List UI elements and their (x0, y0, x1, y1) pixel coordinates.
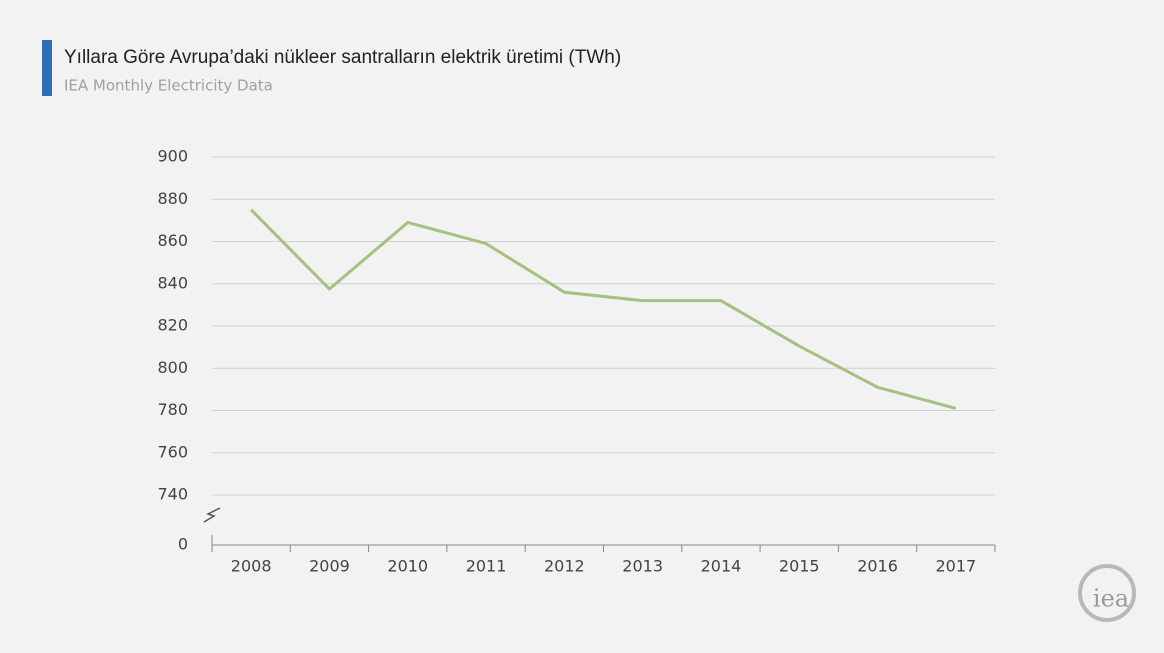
x-tick-label: 2011 (466, 557, 507, 576)
y-tick-label: 0 (178, 535, 188, 554)
y-tick-label: 780 (157, 400, 188, 419)
y-tick-label: 880 (157, 189, 188, 208)
logo-ring (1078, 564, 1136, 622)
y-tick-label: 740 (157, 485, 188, 504)
x-tick-label: 2015 (779, 557, 820, 576)
x-tick-label: 2010 (387, 557, 428, 576)
logo: iea (1093, 585, 1129, 613)
title-accent (42, 40, 52, 96)
x-tick-label: 2014 (701, 557, 742, 576)
x-tick-label: 2009 (309, 557, 350, 576)
chart-title: Yıllara Göre Avrupa’daki nükleer santral… (64, 47, 621, 68)
x-tick-label: 2012 (544, 557, 585, 576)
chart-subtitle: IEA Monthly Electricity Data (64, 77, 273, 95)
axis-break (203, 507, 221, 523)
y-tick-label: 900 (157, 147, 188, 166)
break-mark (203, 507, 221, 523)
y-tick-label: 820 (157, 316, 188, 335)
line-series (250, 208, 957, 410)
x-tick-label: 2016 (857, 557, 898, 576)
y-tick-label: 860 (157, 231, 188, 250)
y-tick-label: 800 (157, 358, 188, 377)
x-tick-label: 2008 (231, 557, 272, 576)
y-tick-label: 840 (157, 273, 188, 292)
x-tick-label: 2017 (935, 557, 976, 576)
x-tick-label: 2013 (622, 557, 663, 576)
y-tick-label: 760 (157, 442, 188, 461)
